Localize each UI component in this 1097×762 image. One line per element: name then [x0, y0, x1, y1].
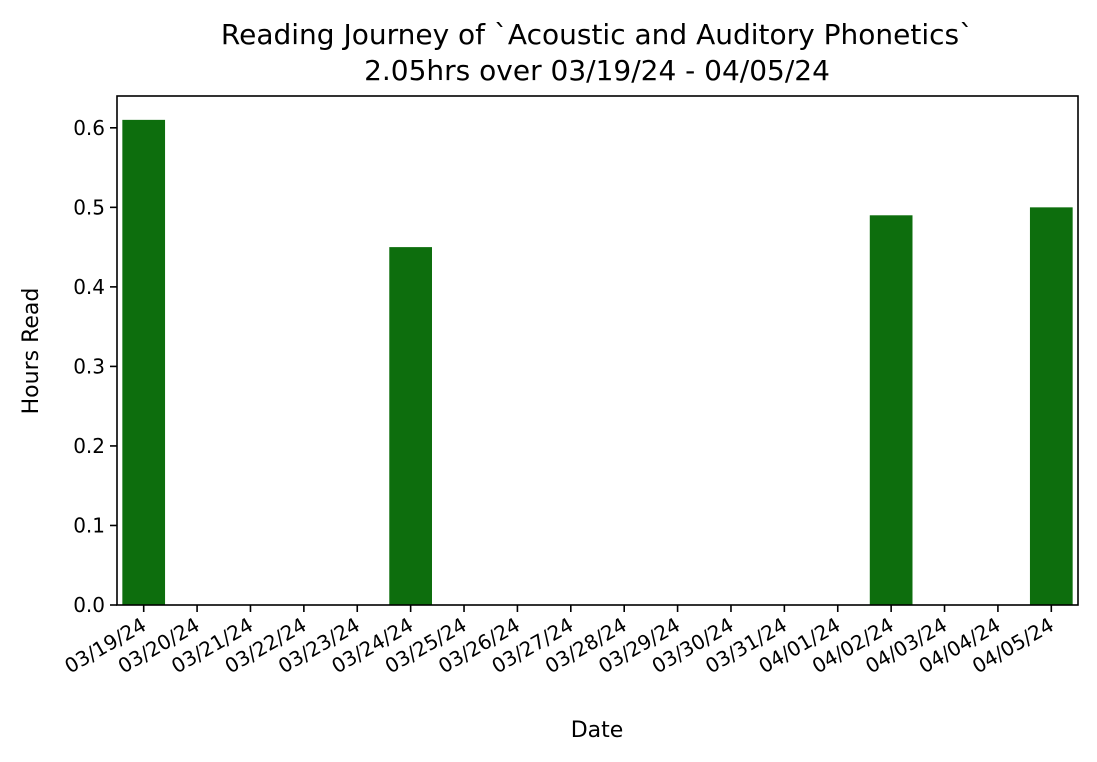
chart-title: Reading Journey of `Acoustic and Auditor… [221, 18, 973, 51]
y-tick-label: 0.2 [73, 434, 105, 458]
y-tick-label: 0.3 [73, 354, 105, 378]
x-axis-label: Date [571, 718, 624, 743]
y-tick-label: 0.5 [73, 195, 105, 219]
bar [389, 247, 432, 605]
bar [122, 119, 166, 605]
plot-area: 0.00.10.20.30.40.50.603/19/2403/20/2403/… [60, 95, 1079, 678]
y-tick-label: 0.1 [73, 513, 105, 537]
bar [1029, 207, 1073, 605]
y-tick-label: 0.4 [73, 275, 105, 299]
y-axis-label: Hours Read [19, 288, 44, 415]
bar [869, 215, 913, 605]
y-tick-label: 0.0 [73, 593, 105, 617]
y-tick-label: 0.6 [73, 116, 105, 140]
plot-frame [116, 95, 1079, 606]
chart-subtitle: 2.05hrs over 03/19/24 - 04/05/24 [364, 54, 830, 87]
